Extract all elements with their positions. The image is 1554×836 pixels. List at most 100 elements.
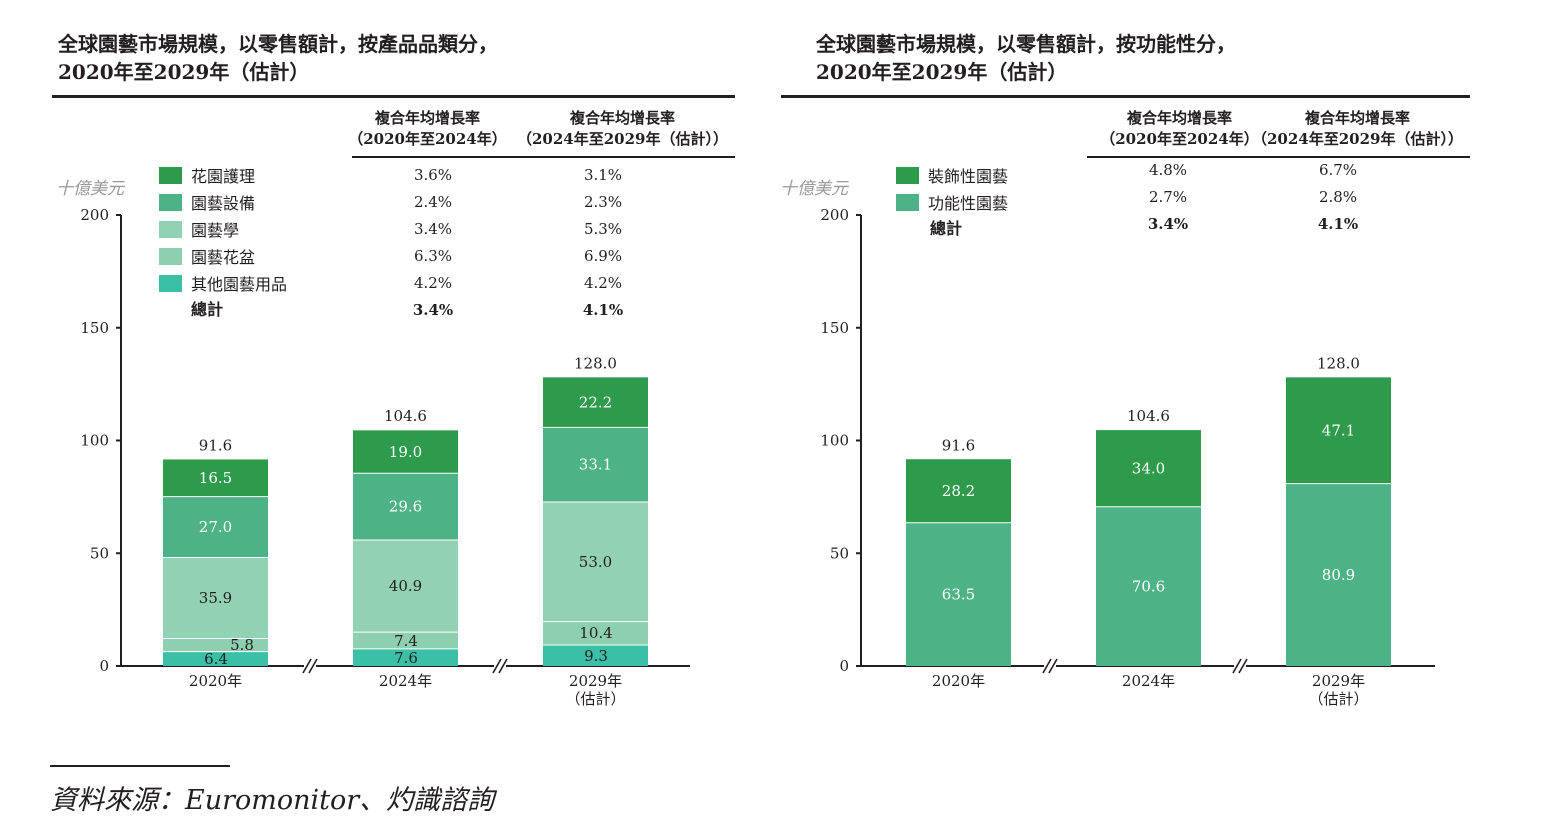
- bar-segment: [353, 539, 458, 633]
- legend-item: 園藝學: [159, 220, 239, 242]
- bar-segment: [163, 638, 268, 652]
- bar-segment: [543, 427, 648, 503]
- legend-swatch: [896, 194, 919, 211]
- bar-segment: [906, 459, 1011, 523]
- legend-label: 其他園藝用品: [191, 275, 288, 294]
- legend-swatch: [159, 194, 182, 211]
- legend-item: 花園護理: [159, 166, 255, 188]
- cagr-header-line-1: 複合年均增長率: [374, 109, 480, 127]
- axis-break-mark: [1238, 658, 1248, 674]
- bar-segment-value-label: 19.0: [389, 443, 422, 461]
- bar-segment: [543, 377, 648, 428]
- y-axis-tick-label: 150: [80, 319, 109, 337]
- bar-segment-value-label: 53.0: [579, 553, 612, 571]
- axis-break-mark: [1232, 658, 1242, 674]
- bar-segment: [353, 473, 458, 540]
- bar-segment-value-label: 27.0: [199, 518, 232, 536]
- cagr-total-value: 4.1%: [582, 301, 624, 319]
- y-axis-tick-label: 50: [830, 544, 849, 562]
- axis-break-mark: [1048, 658, 1058, 674]
- cagr-header-rule: [352, 156, 735, 158]
- bar-segment: [906, 522, 1011, 666]
- legend-label: 花園護理: [191, 167, 256, 186]
- cagr-header-2024-2029: 複合年均增長率 （2024年至2029年（估計））: [1250, 108, 1465, 150]
- bar-segment-value-label: 5.8: [230, 636, 254, 654]
- bar-segment-value-label: 33.1: [579, 456, 612, 474]
- bar-total-label: 91.6: [942, 436, 975, 454]
- legend-item: 園藝花盆: [159, 247, 255, 269]
- bar-segment: [163, 651, 268, 666]
- cagr-header-2024-2029: 複合年均增長率 （2024年至2029年（估計））: [515, 108, 730, 150]
- bar-segment: [1096, 430, 1201, 507]
- legend-total-label: 總計: [930, 219, 963, 238]
- y-axis-unit: 十億美元: [780, 179, 848, 199]
- legend-swatch: [159, 167, 182, 184]
- cagr-value: 3.4%: [413, 220, 453, 238]
- x-axis-category-label: 2029年: [1312, 672, 1365, 690]
- bar-segment: [543, 645, 648, 666]
- bar-segment-value-label: 7.4: [394, 632, 418, 650]
- source-note: 資料來源：Euromonitor、灼識諮詢: [50, 785, 495, 816]
- cagr-total-value: 3.4%: [1147, 215, 1189, 233]
- y-axis-unit: 十億美元: [56, 179, 124, 199]
- cagr-value: 6.7%: [1318, 161, 1358, 179]
- bar-segment: [163, 557, 268, 639]
- legend-item: 裝飾性園藝: [896, 166, 1008, 188]
- cagr-value: 6.9%: [583, 247, 623, 265]
- bar-segment: [1096, 506, 1201, 666]
- y-axis-tick-label: 150: [820, 319, 849, 337]
- x-axis-category-label: 2024年: [379, 672, 432, 690]
- cagr-value: 2.3%: [583, 193, 623, 211]
- legend-label: 功能性園藝: [928, 194, 1009, 213]
- legend-swatch: [159, 248, 182, 265]
- cagr-value: 4.8%: [1148, 161, 1188, 179]
- legend-label: 園藝設備: [191, 194, 256, 213]
- bar-segment-value-label: 28.2: [942, 482, 975, 500]
- cagr-header-line-2: （2024年至2029年（估計））: [517, 130, 728, 148]
- x-axis-category-label: 2029年: [569, 672, 622, 690]
- bar-segment: [163, 459, 268, 497]
- y-axis-tick-label: 50: [90, 544, 109, 562]
- bar-segment-value-label: 10.4: [579, 624, 612, 642]
- chart-title-line-2: 2020年至2029年（估計）: [816, 60, 1068, 84]
- y-axis-tick-label: 200: [820, 206, 849, 224]
- cagr-value: 2.7%: [1148, 188, 1188, 206]
- cagr-value: 3.1%: [583, 166, 623, 184]
- stacked-bar-chart-product-category: 0 50 100 150 200 6.45.8 35.9 27.0 16.5 91.6 2020年 7…: [80, 206, 690, 708]
- chart-panel-product-category: 全球園藝市場規模，以零售額計，按產品品類分， 2020年至2029年（估計） 複…: [0, 0, 760, 760]
- bar-total-label: 128.0: [574, 354, 617, 372]
- bar-segment-value-label: 9.3: [584, 647, 608, 665]
- axis-break-mark: [302, 658, 312, 674]
- x-axis-category-label: 2020年: [932, 672, 985, 690]
- x-axis-category-label: （估計）: [1308, 690, 1368, 708]
- chart-title-line-2: 2020年至2029年（估計）: [58, 60, 310, 84]
- cagr-header-line-1: 複合年均增長率: [569, 109, 675, 127]
- y-axis-tick-label: 100: [80, 432, 109, 450]
- chart-title: 全球園藝市場規模，以零售額計，按產品品類分， 2020年至2029年（估計）: [58, 30, 498, 86]
- bar-segment: [163, 496, 268, 558]
- legend-label: 園藝學: [191, 221, 240, 240]
- bar-segment-value-label: 63.5: [942, 585, 975, 603]
- legend-total-label: 總計: [191, 300, 224, 319]
- cagr-header-line-2: （2020年至2024年）: [1100, 130, 1259, 148]
- bar-segment-value-label: 6.4: [204, 650, 228, 668]
- bar-segment: [353, 430, 458, 474]
- y-axis-tick-label: 0: [839, 657, 849, 675]
- bar-total-label: 91.6: [199, 436, 232, 454]
- axis-break-mark: [1042, 658, 1052, 674]
- cagr-total-value: 4.1%: [1317, 215, 1359, 233]
- x-axis-category-label: 2024年: [1122, 672, 1175, 690]
- legend-item: 園藝設備: [159, 193, 255, 215]
- bar-segment: [543, 621, 648, 646]
- cagr-header-rule: [1087, 156, 1470, 158]
- bar-segment: [543, 502, 648, 622]
- legend-swatch: [159, 275, 182, 292]
- legend-label: 園藝花盆: [191, 248, 256, 267]
- bar-segment: [1286, 483, 1391, 666]
- x-axis-category-label: 2020年: [189, 672, 242, 690]
- x-axis-category-label: （估計）: [565, 690, 625, 708]
- bar-segment-value-label: 16.5: [199, 469, 232, 487]
- y-axis-tick-label: 0: [99, 657, 109, 675]
- cagr-value: 3.6%: [413, 166, 453, 184]
- footer-rule: [50, 765, 230, 767]
